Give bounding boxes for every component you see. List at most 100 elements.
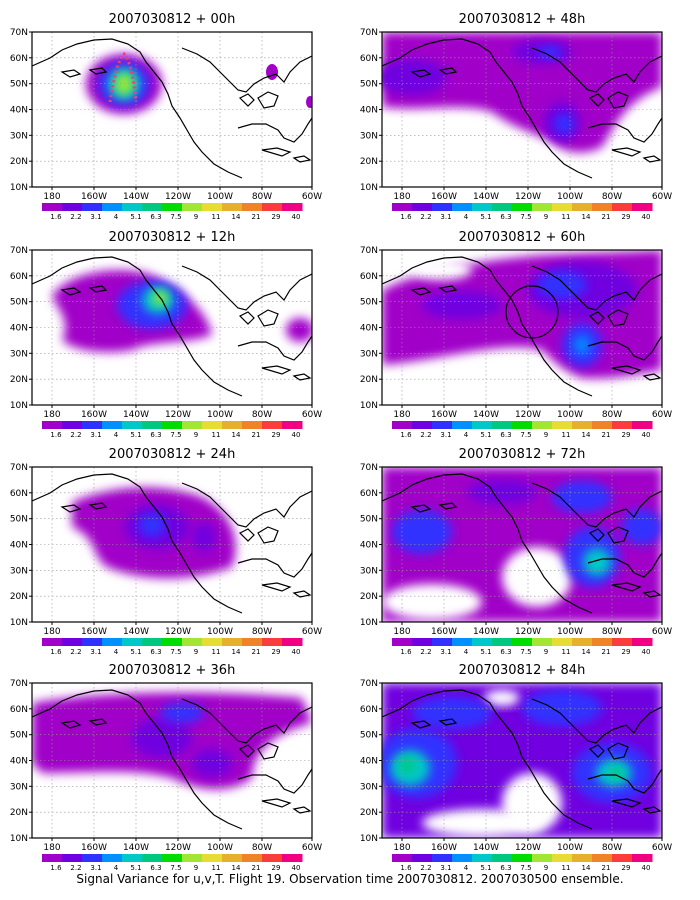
colorbar-level-label: 4 — [464, 864, 469, 872]
colorbar-level-label: 11 — [212, 431, 221, 439]
lon-tick-label: 80W — [602, 410, 622, 420]
lat-tick-label: 40N — [360, 757, 378, 767]
colorbar-swatch — [282, 421, 303, 429]
colorbar-swatch — [472, 854, 493, 862]
lat-tick-label: 40N — [10, 324, 28, 334]
lat-tick-label: 70N — [360, 463, 378, 473]
lon-tick-label: 140W — [473, 627, 499, 637]
colorbar-swatch — [632, 203, 653, 211]
lon-tick-label: 160W — [431, 843, 457, 853]
colorbar-swatch — [392, 421, 413, 429]
colorbar-swatch — [162, 638, 183, 646]
lon-tick-label: 180 — [43, 627, 60, 637]
colorbar-level-label: 40 — [642, 213, 651, 221]
colorbar-level-label: 3.1 — [90, 648, 101, 656]
lon-tick-label: 80W — [252, 627, 272, 637]
lon-tick-label: 180 — [43, 192, 60, 202]
colorbar-swatch — [472, 203, 493, 211]
lon-tick-label: 180 — [393, 843, 410, 853]
lon-tick-label: 60W — [652, 843, 672, 853]
colorbar-swatch — [592, 638, 613, 646]
colorbar-swatch — [632, 854, 653, 862]
lon-tick-label: 120W — [165, 410, 191, 420]
colorbar-swatch — [472, 638, 493, 646]
colorbar-swatch — [42, 638, 63, 646]
colorbar-level-label: 21 — [252, 648, 261, 656]
lon-tick-label: 160W — [431, 410, 457, 420]
colorbar-level-label: 11 — [562, 648, 571, 656]
colorbar-level-label: 6.3 — [150, 864, 161, 872]
map-panel: 2007030812 + 48h 180 160W 140W 120W 100W 80W 60… — [360, 12, 672, 221]
lat-tick-label: 50N — [360, 515, 378, 525]
colorbar-swatch — [552, 854, 573, 862]
lat-tick-label: 70N — [360, 246, 378, 256]
lat-tick-label: 40N — [10, 757, 28, 767]
colorbar-level-label: 7.5 — [520, 648, 531, 656]
colorbar-level-label: 7.5 — [170, 864, 181, 872]
figure-caption: Signal Variance for u,v,T. Flight 19. Ob… — [76, 872, 624, 886]
map-panel: 2007030812 + 12h 180 160W 140W 120W 100W 80W 60… — [10, 230, 322, 439]
colorbar-level-label: 9 — [194, 431, 198, 439]
colorbar-level-label: 11 — [212, 648, 221, 656]
colorbar-level-label: 14 — [232, 648, 241, 656]
colorbar-level-label: 14 — [232, 864, 241, 872]
colorbar-swatch — [512, 203, 533, 211]
colorbar-swatch — [392, 638, 413, 646]
colorbar-level-label: 3.1 — [440, 431, 451, 439]
colorbar-swatch — [142, 638, 163, 646]
lon-tick-label: 80W — [602, 843, 622, 853]
lon-tick-label: 100W — [207, 843, 233, 853]
lat-tick-label: 20N — [360, 157, 378, 167]
colorbar-level-label: 6.3 — [150, 213, 161, 221]
colorbar-level-label: 4 — [114, 213, 119, 221]
colorbar-swatch — [222, 638, 243, 646]
colorbar-level-label: 11 — [562, 213, 571, 221]
colorbar-swatch — [142, 421, 163, 429]
colorbar-swatch — [222, 854, 243, 862]
lon-tick-label: 100W — [207, 410, 233, 420]
colorbar-level-label: 9 — [544, 864, 548, 872]
lat-tick-label: 20N — [360, 375, 378, 385]
colorbar: 1.6 2.2 3.1 4 5.1 6.3 7.5 9 11 14 21 29 40 — [392, 421, 653, 439]
lat-tick-label: 60N — [10, 54, 28, 64]
colorbar-swatch — [532, 203, 553, 211]
lon-tick-label: 160W — [81, 192, 107, 202]
colorbar-level-label: 3.1 — [90, 213, 101, 221]
lon-tick-label: 160W — [81, 410, 107, 420]
colorbar-swatch — [432, 854, 453, 862]
colorbar-level-label: 11 — [212, 864, 221, 872]
lon-tick-label: 140W — [473, 410, 499, 420]
lon-tick-label: 180 — [393, 192, 410, 202]
colorbar-level-label: 1.6 — [50, 431, 62, 439]
colorbar-swatch — [592, 203, 613, 211]
colorbar-swatch — [432, 203, 453, 211]
colorbar-swatch — [102, 421, 123, 429]
colorbar-swatch — [492, 203, 513, 211]
colorbar-level-label: 7.5 — [170, 648, 181, 656]
lon-tick-label: 160W — [431, 627, 457, 637]
lat-tick-label: 20N — [10, 375, 28, 385]
lat-tick-label: 70N — [10, 28, 28, 38]
map-panel: 2007030812 + 60h 180 160W 140W 120W 100W 80W 60… — [360, 230, 672, 439]
colorbar-level-label: 5.1 — [130, 431, 141, 439]
colorbar-level-label: 6.3 — [500, 213, 511, 221]
lat-tick-label: 40N — [360, 324, 378, 334]
lat-tick-label: 60N — [10, 272, 28, 282]
colorbar-level-label: 40 — [642, 864, 651, 872]
colorbar-level-label: 1.6 — [50, 213, 62, 221]
colorbar-swatch — [242, 203, 263, 211]
lat-tick-label: 50N — [10, 298, 28, 308]
colorbar-level-label: 4 — [114, 648, 119, 656]
lat-tick-label: 70N — [10, 463, 28, 473]
panel-title: 2007030812 + 60h — [459, 230, 586, 245]
colorbar-swatch — [102, 638, 123, 646]
lon-tick-label: 60W — [652, 627, 672, 637]
lon-tick-label: 140W — [123, 192, 149, 202]
colorbar-swatch — [412, 854, 433, 862]
lat-tick-label: 30N — [360, 782, 378, 792]
lon-tick-label: 80W — [252, 410, 272, 420]
colorbar-level-label: 14 — [582, 648, 591, 656]
colorbar-level-label: 3.1 — [440, 648, 451, 656]
colorbar-level-label: 4 — [464, 213, 469, 221]
colorbar-swatch — [62, 203, 83, 211]
